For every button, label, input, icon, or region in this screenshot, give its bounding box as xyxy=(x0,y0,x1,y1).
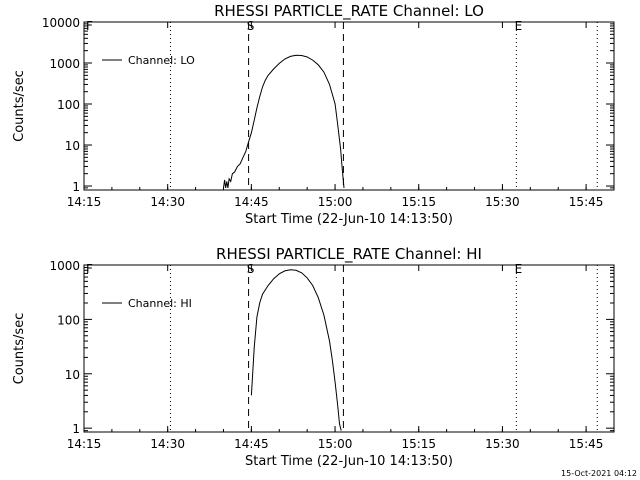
x-tick-label: 14:45 xyxy=(234,437,269,451)
x-tick-label: 15:00 xyxy=(318,195,353,209)
corner-marker-label: F xyxy=(86,262,93,276)
chart-title: RHESSI PARTICLE_RATE Channel: HI xyxy=(216,245,482,264)
x-tick-label: 15:30 xyxy=(485,437,520,451)
plot-frame xyxy=(83,264,615,433)
hi-channel-panel: RHESSI PARTICLE_RATE Channel: HI 14:15 14:… xyxy=(12,245,615,469)
x-tick-label: 14:30 xyxy=(150,437,185,451)
y-axis-label: Counts/sec xyxy=(12,70,27,142)
y-axis-label: Counts/sec xyxy=(12,313,27,385)
plot-frame xyxy=(83,21,615,191)
lo-channel-panel: RHESSI PARTICLE_RATE Channel: LO 14:15 14:… xyxy=(12,2,615,227)
x-tick-label: 14:15 xyxy=(67,195,102,209)
marker-label: E xyxy=(515,262,523,276)
y-tick-label: 10 xyxy=(65,139,80,153)
x-tick-label: 15:15 xyxy=(401,195,436,209)
x-tick-label: 14:15 xyxy=(67,437,102,451)
marker-label: S xyxy=(247,19,255,33)
marker-label: E xyxy=(515,19,523,33)
y-tick-label: 1 xyxy=(72,422,80,436)
x-tick-label: 15:45 xyxy=(569,437,604,451)
x-tick-label: 15:15 xyxy=(401,437,436,451)
x-tick-label: 14:30 xyxy=(150,195,185,209)
y-tick-label: 1 xyxy=(72,180,80,194)
y-tick-label: 1000 xyxy=(49,259,80,273)
series-line-lo xyxy=(223,54,345,188)
y-tick-label: 100 xyxy=(57,98,80,112)
x-axis-label: Start Time (22-Jun-10 14:13:50) xyxy=(245,454,453,469)
y-tick-label: 100 xyxy=(57,313,80,327)
y-tick-label: 1000 xyxy=(49,57,80,71)
timestamp-label: 15-Oct-2021 04:12 xyxy=(561,469,637,478)
x-axis-label: Start Time (22-Jun-10 14:13:50) xyxy=(245,212,453,227)
y-tick-label: 10000 xyxy=(42,16,80,30)
corner-marker-label: F xyxy=(86,19,93,33)
x-tick-label: 15:00 xyxy=(318,437,353,451)
y-tick-label: 10 xyxy=(65,368,80,382)
x-tick-label: 15:45 xyxy=(569,195,604,209)
chart-title: RHESSI PARTICLE_RATE Channel: LO xyxy=(214,2,484,21)
marker-label: S xyxy=(247,262,255,276)
series-line-hi xyxy=(250,269,342,431)
legend-label: Channel: HI xyxy=(128,297,192,310)
x-tick-label: 14:45 xyxy=(234,195,269,209)
x-tick-label: 15:30 xyxy=(485,195,520,209)
legend-label: Channel: LO xyxy=(128,54,195,67)
